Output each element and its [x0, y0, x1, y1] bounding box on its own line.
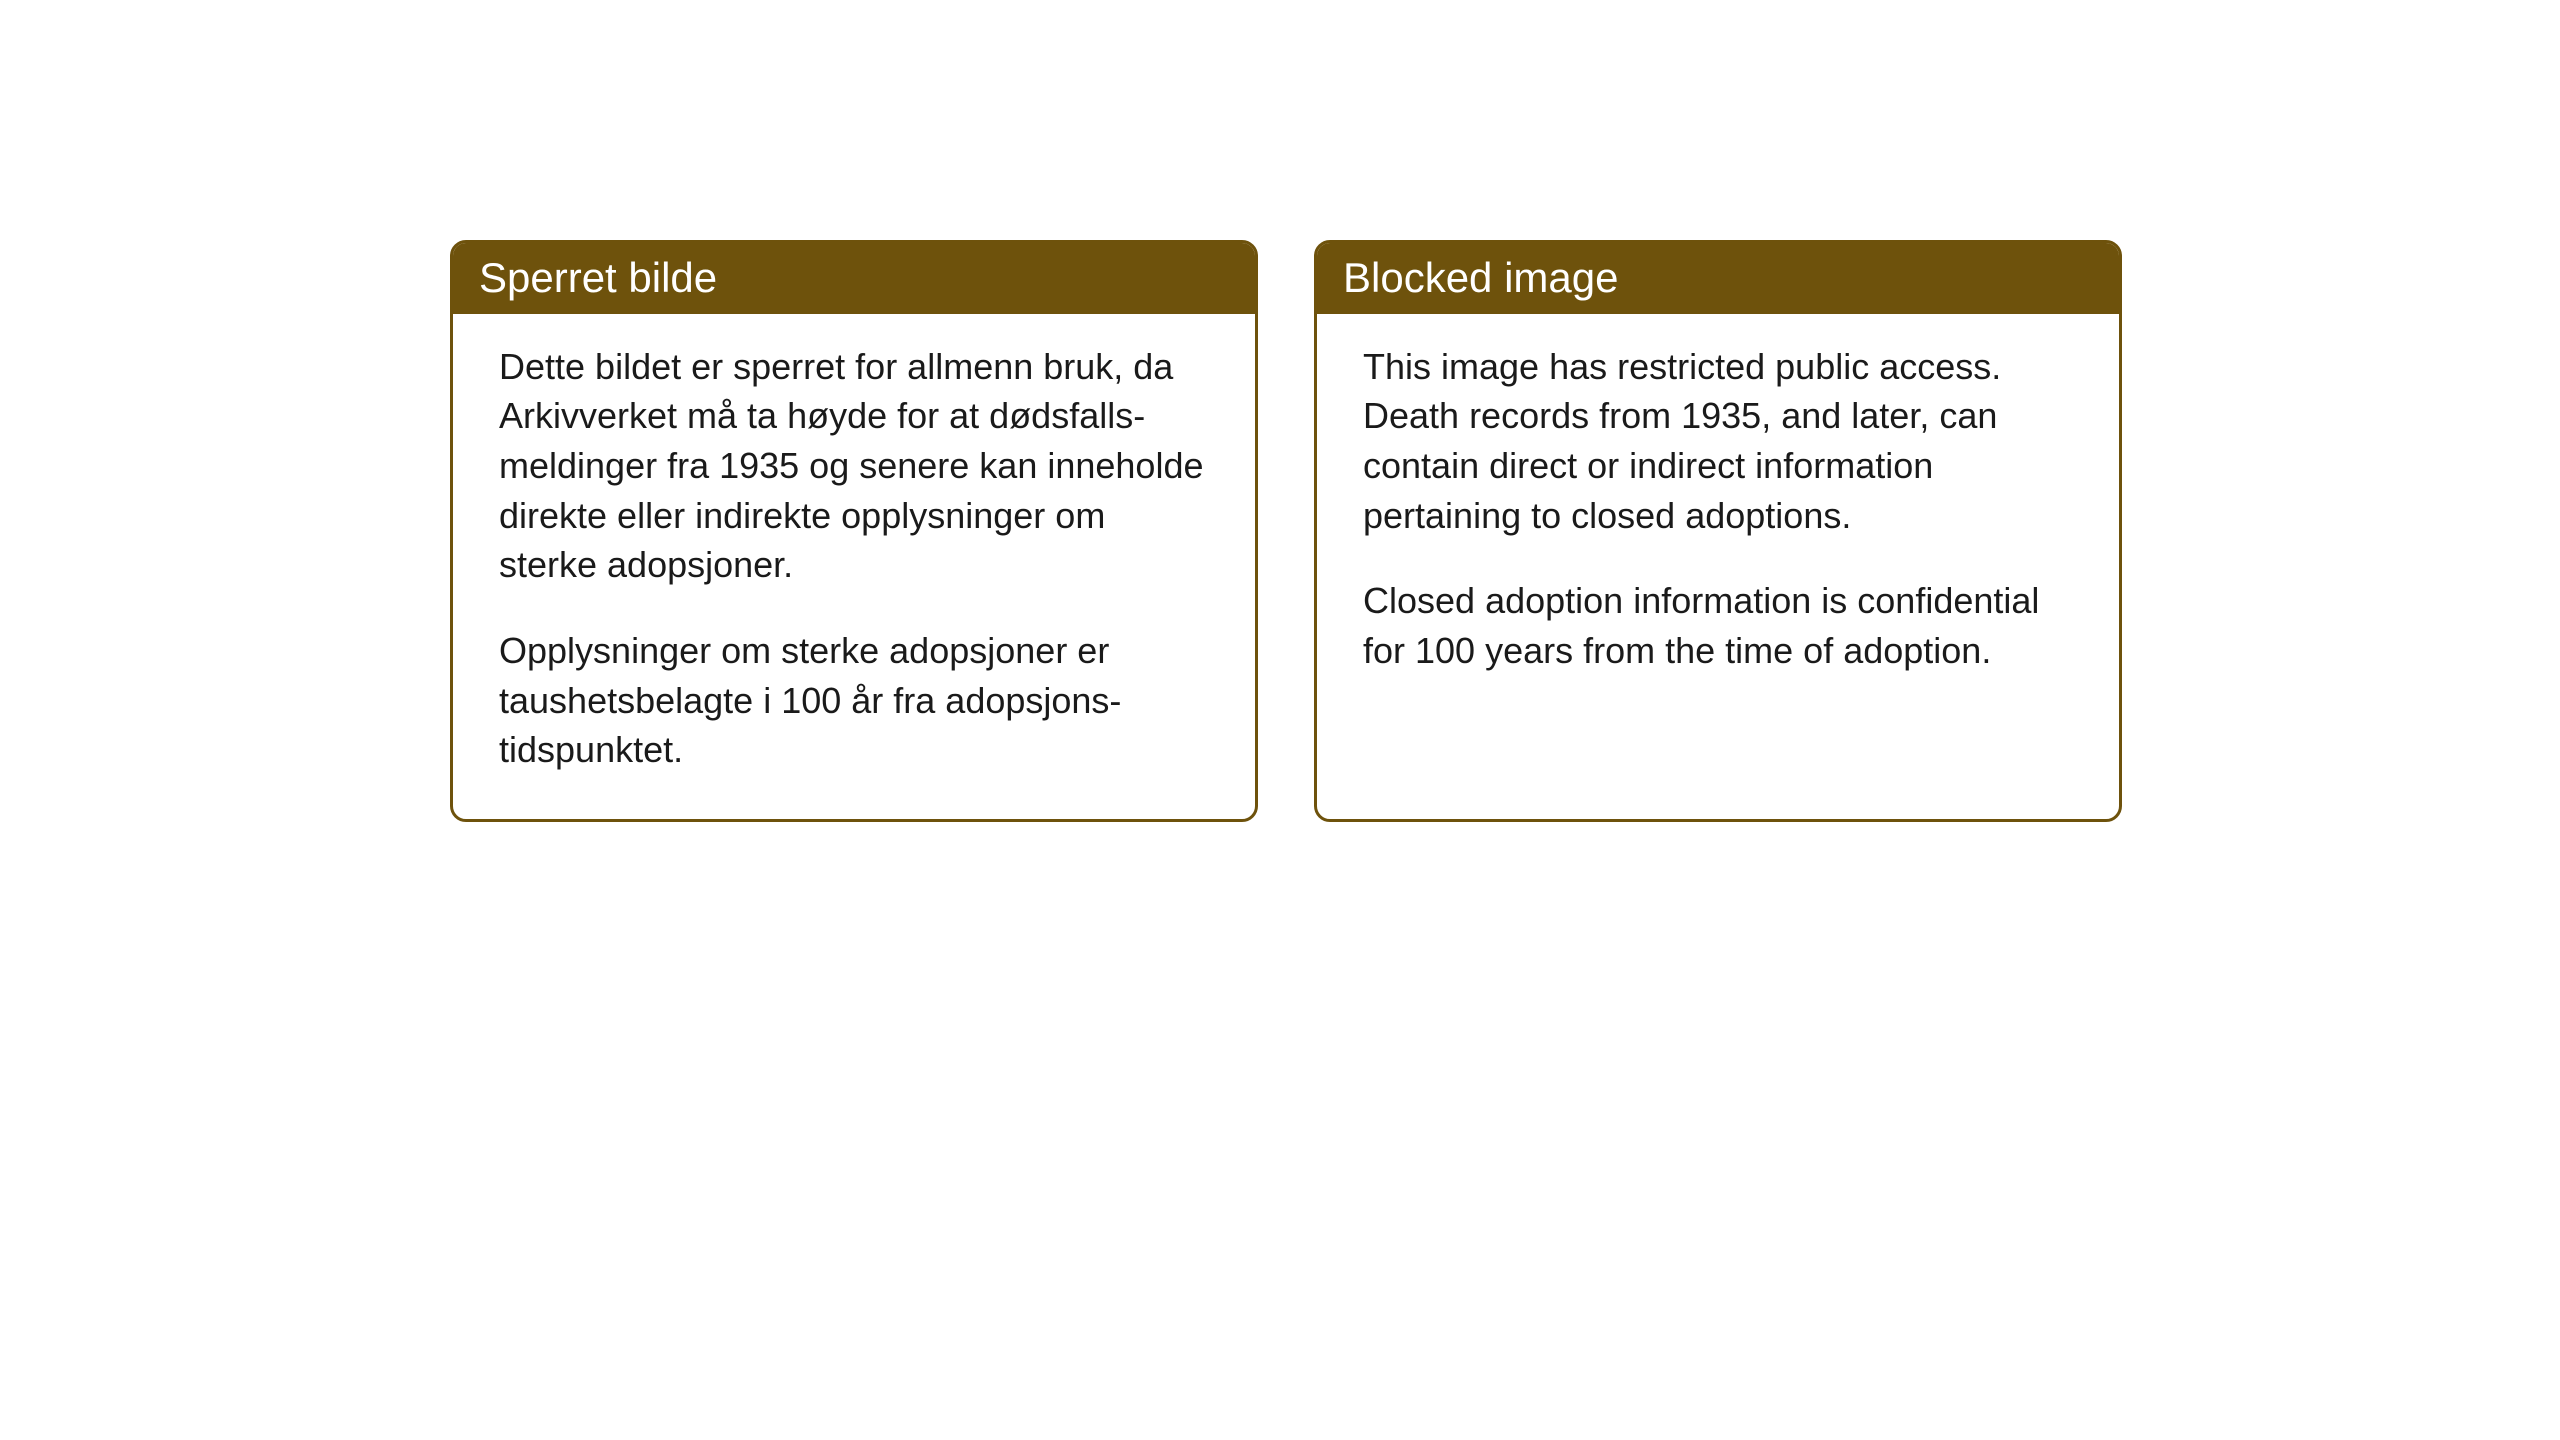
card-header-english: Blocked image [1317, 243, 2119, 314]
card-body-norwegian: Dette bildet er sperret for allmenn bruk… [453, 314, 1255, 819]
card-paragraph-1-english: This image has restricted public access.… [1363, 342, 2073, 541]
card-paragraph-1-norwegian: Dette bildet er sperret for allmenn bruk… [499, 342, 1209, 590]
card-body-english: This image has restricted public access.… [1317, 314, 2119, 720]
card-header-norwegian: Sperret bilde [453, 243, 1255, 314]
card-container: Sperret bilde Dette bildet er sperret fo… [450, 240, 2122, 822]
card-paragraph-2-english: Closed adoption information is confident… [1363, 576, 2073, 675]
card-paragraph-2-norwegian: Opplysninger om sterke adopsjoner er tau… [499, 626, 1209, 775]
card-norwegian: Sperret bilde Dette bildet er sperret fo… [450, 240, 1258, 822]
card-english: Blocked image This image has restricted … [1314, 240, 2122, 822]
